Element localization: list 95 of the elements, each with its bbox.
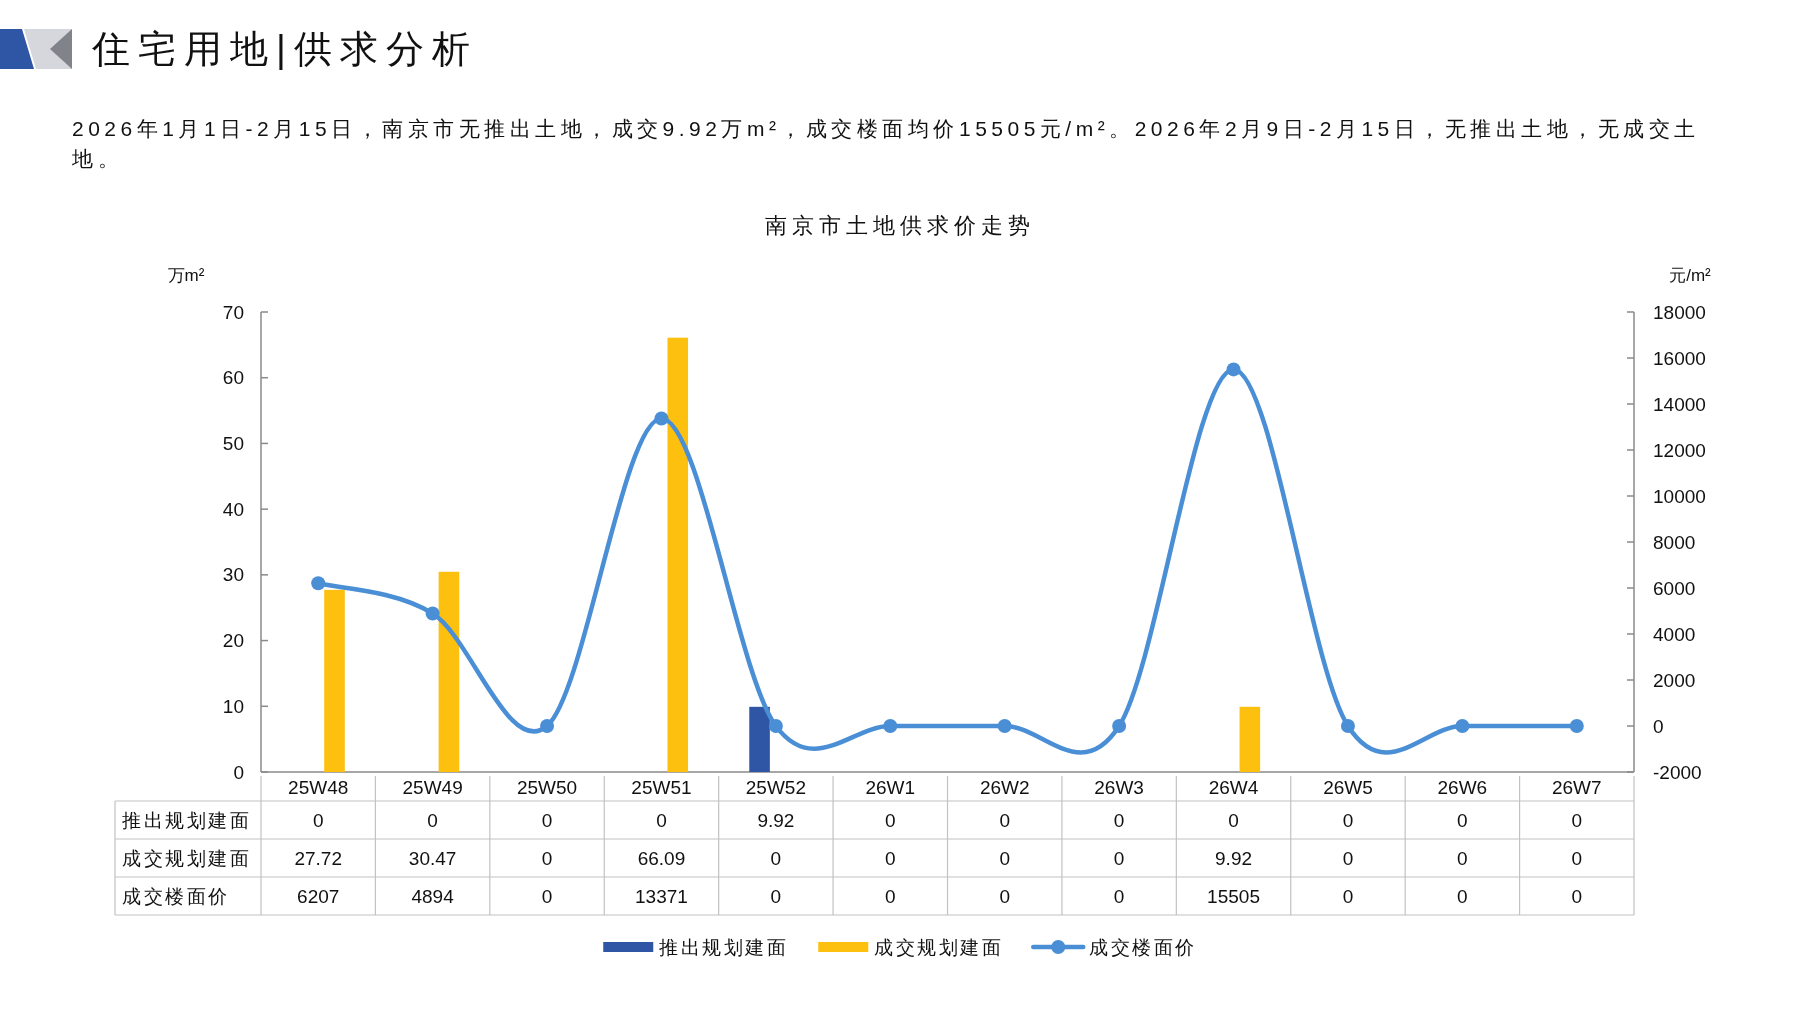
y2-tick-label: 8000 (1653, 531, 1696, 553)
data-label: 0 (999, 885, 1010, 907)
x-tick-label: 25W48 (288, 777, 349, 798)
x-tick-label: 26W3 (1094, 777, 1144, 798)
x-tick-label: 25W52 (745, 777, 806, 798)
data-label: 0 (1457, 847, 1468, 869)
text: 成交规划建面 (122, 847, 251, 869)
data-label: 0 (885, 847, 896, 869)
bar (438, 571, 460, 772)
data-label: 0 (1571, 809, 1583, 831)
data-label: 0 (541, 885, 553, 907)
data-label: 0 (1113, 885, 1125, 907)
y-axis-title: 万m² (167, 265, 205, 285)
data-label: 0 (885, 885, 896, 907)
data-label: 0 (1228, 809, 1239, 831)
point (1340, 719, 1355, 733)
point (768, 719, 783, 733)
data-label: 0 (656, 809, 667, 831)
x-tick-label: 25W50 (516, 777, 578, 798)
data-label: 9.92 (1215, 847, 1253, 869)
text: 推出规划建面 (122, 809, 251, 831)
data-label: 0 (770, 885, 782, 907)
y-tick-label: 0 (233, 761, 244, 783)
x-tick-label: 26W2 (979, 777, 1030, 798)
data-label: 0 (1113, 809, 1125, 831)
legend-label: 成交规划建面 (874, 936, 1004, 958)
text: 成交楼面价 (122, 885, 230, 907)
y-tick-label: 50 (222, 432, 244, 454)
y-tick-label: 10 (222, 695, 244, 717)
y2-tick-label: 0 (1653, 715, 1664, 737)
x-tick-label: 26W4 (1208, 777, 1259, 798)
bar (1239, 706, 1261, 772)
data-label: 0 (999, 809, 1010, 831)
data-label: 0 (1342, 847, 1354, 869)
data-label: 6207 (297, 885, 340, 907)
data-label: 30.47 (408, 847, 457, 869)
y2-tick-label: 12000 (1653, 439, 1706, 461)
data-label: 4894 (411, 885, 455, 907)
data-label: 66.09 (637, 847, 686, 869)
data-label: 0 (1457, 809, 1468, 831)
x-tick-label: 26W6 (1437, 777, 1488, 798)
data-label: 15505 (1207, 885, 1260, 907)
y2-tick-label: 4000 (1653, 623, 1696, 645)
bar (324, 589, 345, 772)
y-tick-label: 30 (222, 564, 244, 586)
bar (749, 706, 770, 772)
x-tick-label: 26W1 (865, 777, 916, 798)
point (1569, 719, 1584, 733)
point (1112, 719, 1127, 733)
data-label: 0 (541, 809, 553, 831)
legend-label: 成交楼面价 (1089, 936, 1197, 958)
data-label: 0 (999, 847, 1010, 869)
data-label: 0 (1571, 847, 1583, 869)
data-label: 0 (427, 809, 438, 831)
data-label: 0 (1457, 885, 1468, 907)
y2-tick-label: 18000 (1653, 301, 1706, 323)
data-label: 0 (1342, 809, 1354, 831)
y-tick-label: 60 (222, 367, 244, 389)
point (311, 576, 326, 591)
data-label: 0 (1571, 885, 1583, 907)
text: 2026年1月1日-2月15日，南京市无推出土地，成交9.92万m²，成交楼面均价15505元/m²。2026年2月9日-2月15日，无推出土地，无成交土地。 (72, 116, 1701, 172)
point (425, 606, 440, 621)
legend-label: 推出规划建面 (659, 936, 789, 958)
x-tick-label: 26W7 (1551, 777, 1602, 798)
data-label: 0 (1113, 847, 1125, 869)
x-tick-label: 25W49 (402, 777, 463, 798)
data-label: 0 (312, 809, 324, 831)
point (1455, 719, 1470, 733)
point (997, 719, 1012, 733)
y2-tick-label: 14000 (1653, 393, 1706, 415)
data-label: 0 (885, 809, 896, 831)
text: 住宅用地|供求分析 (92, 27, 478, 72)
chart-title: 南京市土地供求价走势 (765, 212, 1035, 238)
y-tick-label: 20 (222, 630, 244, 652)
x-tick-label: 25W51 (631, 777, 692, 798)
y2-tick-label: 6000 (1653, 577, 1696, 599)
x-tick-label: 26W5 (1323, 777, 1373, 798)
data-label: 0 (1342, 885, 1354, 907)
y-tick-label: 70 (222, 301, 244, 323)
y2-axis-title: 元/m² (1669, 265, 1712, 285)
y2-tick-label: 10000 (1653, 485, 1706, 507)
bar (667, 337, 689, 772)
y2-tick-label: -2000 (1653, 761, 1702, 783)
point (1226, 362, 1241, 377)
data-label: 27.72 (294, 847, 342, 869)
data-label: 9.92 (757, 809, 795, 831)
data-label: 13371 (635, 885, 688, 907)
y2-tick-label: 16000 (1653, 347, 1706, 369)
point (883, 719, 898, 733)
y-tick-label: 40 (222, 498, 244, 520)
data-label: 0 (541, 847, 553, 869)
point (540, 719, 555, 733)
data-label: 0 (770, 847, 782, 869)
point (654, 411, 669, 426)
y2-tick-label: 2000 (1653, 669, 1696, 691)
